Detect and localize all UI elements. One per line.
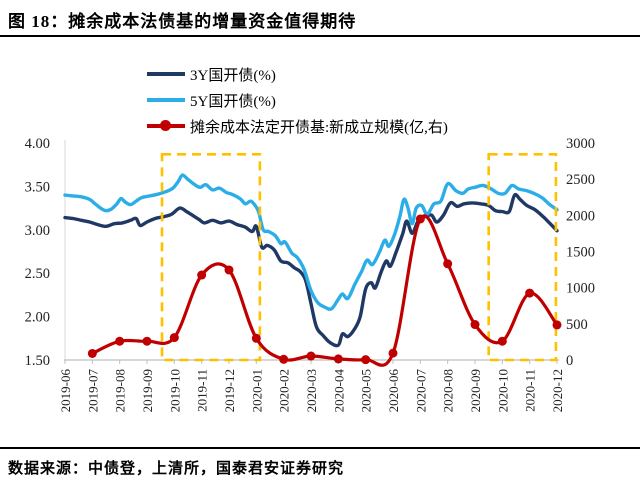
fund-scale-marker [142,336,152,346]
x-axis-tick-label: 2019-11 [195,369,210,412]
fund-scale-marker [525,288,535,298]
y-axis-left-tick-label: 1.50 [25,353,50,369]
fund-scale-marker [115,336,125,346]
x-axis-tick-label: 2019-10 [167,369,182,412]
legend-line-swatch-fund-scale [147,120,185,131]
fund-scale-marker [197,270,207,280]
fund-scale-marker [497,336,507,346]
y-axis-right-tick-label: 3000 [566,136,595,152]
legend-label-5y: 5Y国开债(%) [190,93,276,110]
chart-area: 2019-06 2019-07 2019-08 2019-09 2019-10 2019-… [0,38,640,445]
fund-scale-marker [415,214,425,224]
x-axis-tick-label: 2019-08 [113,369,128,412]
x-axis-tick-label: 2019-07 [85,369,100,413]
fund-scale-marker [388,348,398,358]
x-axis-tick-label: 2019-06 [58,369,73,413]
fund-scale-marker [169,333,179,343]
series-line-5y [63,173,559,311]
chart-legend: 3Y国开债(%) 5Y国开债(%) 摊余成本法定开债基:新成立规模(亿,右) [147,61,448,139]
x-axis-tick-label: 2020-08 [441,369,456,412]
legend-item-3y: 3Y国开债(%) [147,61,448,87]
fund-scale-marker [224,265,234,275]
y-axis-left-tick-label: 2.50 [25,266,50,282]
legend-item-fund-scale: 摊余成本法定开债基:新成立规模(亿,右) [147,113,448,139]
x-axis-tick-label: 2020-10 [495,369,510,412]
y-axis-left-tick-label: 4.00 [25,136,50,152]
legend-marker-dot [160,120,171,131]
highlight-box [160,152,262,362]
highlight-box [487,152,558,362]
series-line-3y [63,192,559,348]
footer-divider [0,447,640,449]
y-axis-right-tick-label: 2500 [566,172,595,188]
x-axis-tick-label: 2020-05 [359,369,374,412]
fund-scale-marker [470,320,480,330]
x-axis-tick-label: 2019-09 [140,369,155,412]
chart-canvas: 2019-06 2019-07 2019-08 2019-09 2019-10 2019-… [25,136,595,413]
legend-label-fund-scale: 摊余成本法定开债基:新成立规模(亿,右) [190,119,448,136]
fund-scale-marker [361,355,371,365]
y-axis-left-tick-label: 3.50 [25,179,50,195]
x-axis-tick-label: 2020-11 [523,369,538,412]
fund-scale-marker [251,333,261,343]
x-axis-tick-label: 2020-12 [550,369,565,412]
fund-scale-marker [87,348,97,358]
legend-line-swatch-5y [147,98,185,102]
y-axis-right-tick-label: 2000 [566,208,595,224]
x-axis-tick-label: 2020-03 [304,369,319,412]
fund-scale-marker [333,354,343,364]
x-axis-tick-label: 2019-12 [222,369,237,412]
data-source-note: 数据来源：中债登，上清所，国泰君安证券研究 [8,461,345,477]
y-axis-right-tick-label: 1000 [566,281,595,297]
y-axis-left-tick-label: 3.00 [25,223,50,239]
x-axis-tick-label: 2020-01 [249,369,264,412]
legend-label-3y: 3Y国开债(%) [190,67,276,84]
fund-scale-marker [306,351,316,361]
y-axis-right-tick-label: 1500 [566,245,595,261]
x-axis-tick-label: 2020-07 [413,369,428,413]
figure-title: 图 18：摊余成本法债基的增量资金值得期待 [8,12,357,31]
fund-scale-marker [552,320,562,330]
y-axis-right-tick-label: 0 [566,353,573,369]
x-axis-tick-label: 2020-04 [331,369,346,413]
x-axis-tick-label: 2020-02 [277,369,292,412]
legend-line-swatch-3y [147,72,185,76]
y-axis-right-tick-label: 500 [566,317,588,333]
y-axis-left-tick-label: 2.00 [25,310,50,326]
title-divider [0,35,640,37]
x-axis-tick-label: 2020-09 [468,369,483,412]
fund-scale-marker [279,354,289,364]
legend-item-5y: 5Y国开债(%) [147,87,448,113]
fund-scale-marker [443,259,453,269]
x-axis-tick-label: 2020-06 [386,369,401,413]
